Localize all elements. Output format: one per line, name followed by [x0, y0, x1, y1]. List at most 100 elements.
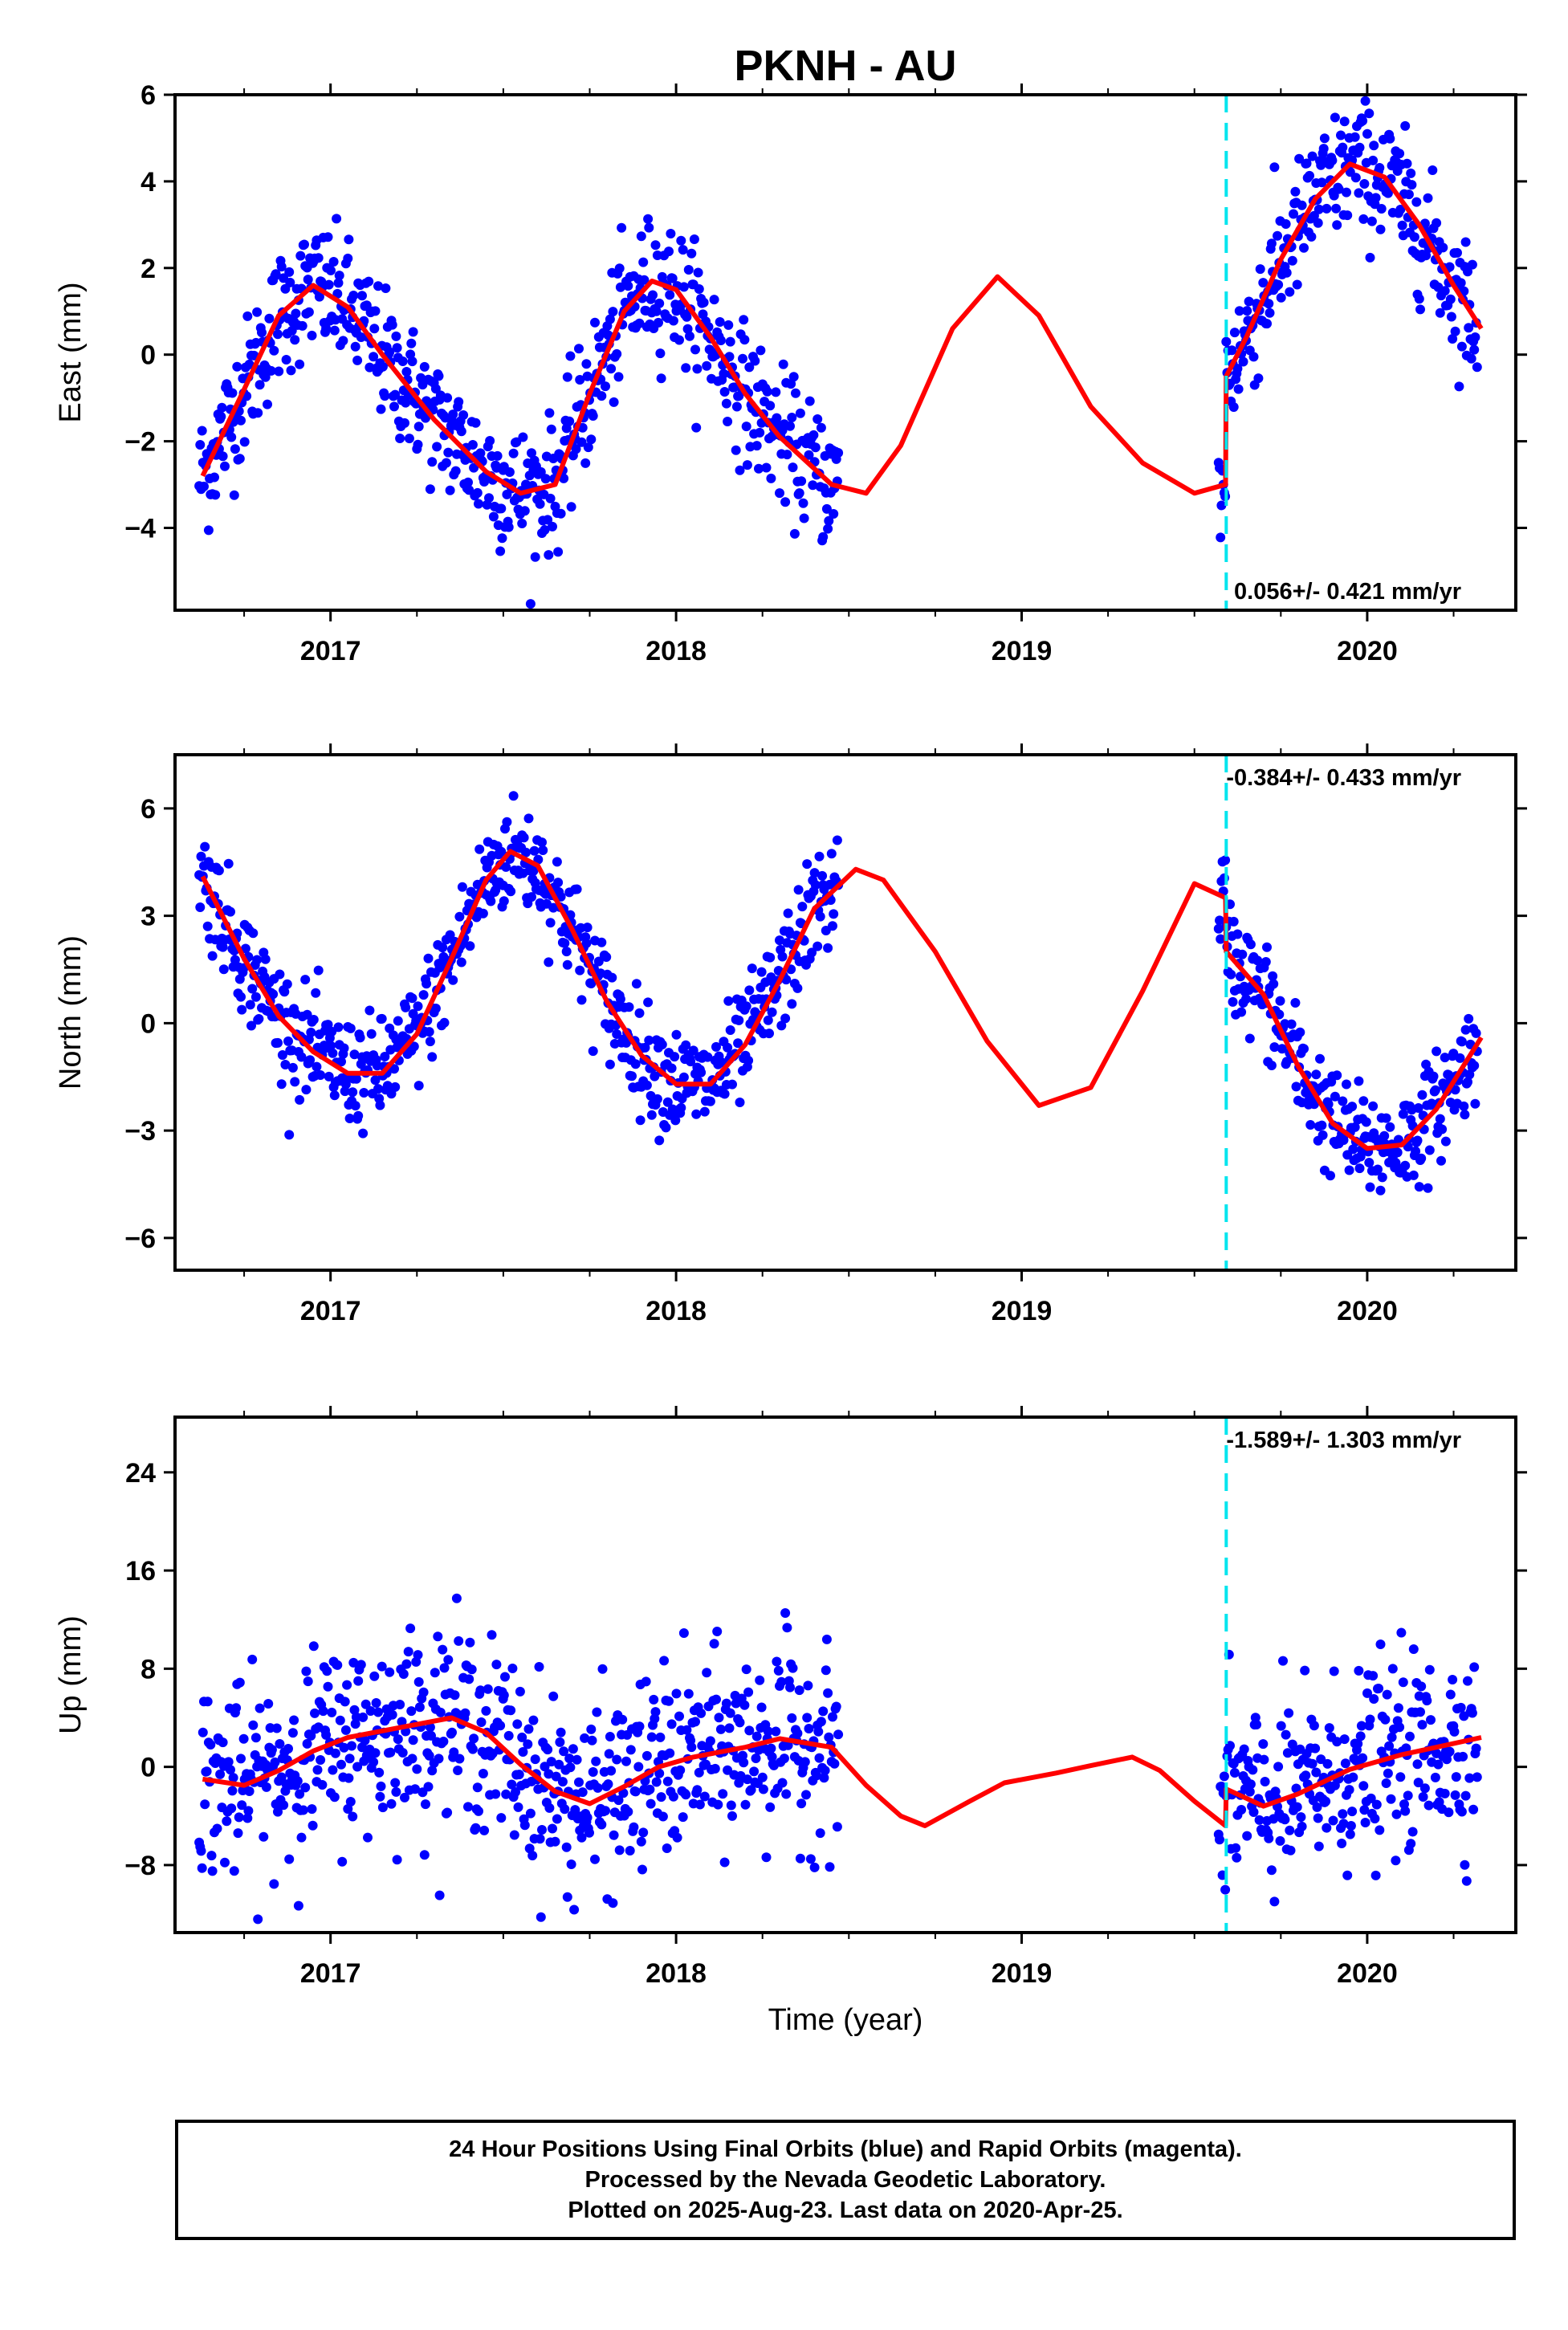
up-observation-point [1426, 1715, 1436, 1725]
up-observation-point [536, 1912, 546, 1922]
east-observation-point [226, 432, 237, 442]
up-observation-point [293, 1900, 303, 1911]
up-observation-point [751, 1754, 761, 1763]
east-observation-point [1395, 205, 1406, 214]
north-observation-point [723, 1042, 733, 1053]
east-observation-point [750, 356, 760, 366]
north-observation-point [538, 845, 548, 855]
north-observation-point [247, 984, 258, 994]
north-observation-point [226, 906, 235, 917]
up-observation-point [525, 1808, 536, 1819]
up-observation-point [218, 1737, 228, 1748]
east-observation-point [1438, 242, 1448, 253]
up-observation-point [630, 1786, 641, 1797]
up-observation-point [443, 1655, 454, 1665]
north-observation-point [1261, 957, 1271, 967]
east-observation-point [778, 359, 788, 369]
east-observation-point [343, 253, 353, 263]
up-observation-point [755, 1675, 765, 1685]
up-observation-point [570, 1805, 580, 1815]
east-observation-point [297, 320, 307, 331]
east-observation-point [274, 366, 284, 377]
east-observation-point [387, 320, 397, 330]
north-observation-point [681, 1040, 691, 1050]
north-observation-point [502, 817, 512, 827]
north-observation-point [624, 1002, 634, 1012]
y-tick-label: −6 [124, 1224, 156, 1254]
east-y-axis-title: East (mm) [54, 282, 88, 422]
up-observation-point [674, 1711, 684, 1721]
east-observation-point [232, 361, 242, 372]
north-observation-point [703, 1052, 713, 1062]
y-tick-label: 2 [141, 254, 156, 284]
up-observation-point [345, 1797, 356, 1807]
north-observation-point [1464, 1013, 1474, 1024]
east-observation-point [1464, 323, 1474, 333]
north-observation-point [802, 859, 813, 870]
east-observation-point [472, 487, 483, 498]
east-observation-point [581, 359, 592, 369]
east-observation-point [651, 306, 662, 316]
up-observation-point [572, 1754, 582, 1765]
east-observation-point [544, 408, 555, 418]
up-observation-point [548, 1691, 559, 1701]
up-observation-point [227, 1786, 238, 1796]
up-observation-point [1321, 1796, 1331, 1807]
east-observation-point [576, 437, 587, 447]
up-observation-point [675, 1765, 686, 1775]
up-observation-point [523, 1739, 533, 1750]
east-observation-point [273, 329, 283, 340]
north-observation-point [640, 1042, 650, 1053]
up-observation-point [544, 1769, 554, 1779]
north-observation-point [562, 959, 572, 970]
up-observation-point [816, 1717, 826, 1727]
east-observation-point [370, 306, 381, 316]
north-observation-point [1456, 1037, 1467, 1047]
east-observation-point [1450, 326, 1460, 336]
up-observation-point [491, 1789, 501, 1799]
up-observation-point [719, 1857, 730, 1868]
east-observation-point [1318, 144, 1329, 154]
east-observation-point [1354, 142, 1365, 153]
east-observation-point [1467, 259, 1477, 270]
north-observation-point [1311, 1069, 1322, 1080]
east-observation-point [655, 348, 666, 359]
up-observation-point [275, 1739, 285, 1749]
north-observation-point [735, 1098, 745, 1107]
up-observation-point [776, 1676, 787, 1687]
up-observation-point [500, 1672, 510, 1682]
up-observation-point [330, 1748, 340, 1758]
up-observation-point [662, 1843, 672, 1853]
up-observation-point [569, 1904, 580, 1915]
north-observation-point [719, 1089, 730, 1099]
up-observation-point [564, 1754, 575, 1764]
up-observation-point [283, 1744, 293, 1754]
north-observation-point [375, 1100, 385, 1110]
up-observation-point [608, 1898, 618, 1908]
east-observation-point [427, 457, 438, 467]
up-observation-point [1471, 1743, 1481, 1754]
east-observation-point [401, 397, 411, 408]
up-observation-point [696, 1708, 707, 1718]
north-observation-point [276, 1079, 287, 1090]
up-observation-point [614, 1845, 625, 1855]
up-observation-point [641, 1750, 652, 1761]
up-observation-point [1291, 1783, 1301, 1794]
north-observation-point [1291, 1081, 1301, 1092]
east-observation-point [1446, 312, 1456, 322]
north-observation-point [1262, 942, 1272, 952]
north-observation-point [1440, 1053, 1450, 1063]
up-observation-point [1407, 1827, 1418, 1837]
east-observation-point [650, 240, 661, 251]
up-observation-point [1281, 1729, 1291, 1740]
east-observation-point [1354, 188, 1364, 198]
east-observation-point [364, 276, 374, 287]
north-observation-point [506, 886, 516, 897]
x-tick-label: 2020 [1337, 636, 1398, 666]
up-observation-point [1275, 1835, 1285, 1846]
north-observations [194, 791, 1482, 1196]
east-observation-point [1319, 133, 1330, 144]
east-observation-point [565, 351, 576, 361]
east-observation-point [612, 348, 622, 359]
footer-line-plotted: Plotted on 2025-Aug-23. Last data on 202… [568, 2198, 1123, 2223]
